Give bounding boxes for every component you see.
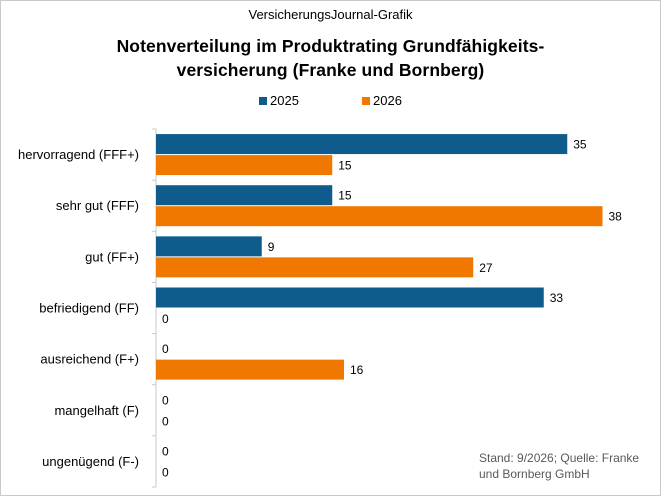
category-label: mangelhaft (F) [54,403,139,418]
legend-swatch-2025 [259,96,267,105]
category-label: sehr gut (FFF) [56,198,139,213]
legend-label-2026: 2026 [373,93,402,108]
data-label-2026: 38 [609,210,623,224]
brand-label: VersicherungsJournal-Grafik [248,7,413,22]
chart-title: Notenverteilung im Produktrating Grundfä… [1,34,660,82]
bar-2026 [156,155,333,176]
data-label-2026: 16 [350,363,364,377]
data-label-2026: 27 [479,261,493,275]
category-label: befriedigend (FF) [39,301,139,316]
bar-2025 [156,287,544,308]
data-label-2025: 9 [268,240,275,254]
data-label-2026: 0 [162,312,169,326]
bar-2025 [156,185,333,206]
legend-swatch-2026 [362,96,370,105]
category-label: ausreichend (F+) [40,352,139,367]
source-line-2: und Bornberg GmbH [479,467,590,481]
bar-2026 [156,206,603,227]
data-label-2025: 0 [162,393,169,407]
data-label-2026: 0 [162,414,169,428]
category-label: hervorragend (FFF+) [18,147,139,162]
data-label-2025: 0 [162,444,169,458]
data-label-2025: 15 [338,189,352,203]
data-label-2026: 15 [338,159,352,173]
data-label-2025: 33 [550,291,564,305]
bar-2025 [156,236,262,257]
chart-title-line-2: versicherung (Franke und Bornberg) [176,60,485,80]
category-label: ungenügend (F-) [42,454,139,469]
bar-2026 [156,257,474,278]
source-note: Stand: 9/2026; Quelle: Franke und Bornbe… [479,450,659,482]
legend-item-2025: 2025 [259,93,299,108]
data-label-2026: 0 [162,465,169,479]
bar-2026 [156,359,344,380]
legend-label-2025: 2025 [270,93,299,108]
category-label: gut (FF+) [85,249,139,264]
source-line-1: Stand: 9/2026; Quelle: Franke [479,451,640,465]
legend: 2025 2026 [1,93,660,109]
chart-title-line-1: Notenverteilung im Produktrating Grundfä… [116,36,545,56]
bar-2025 [156,134,568,155]
legend-item-2026: 2026 [362,93,402,108]
data-label-2025: 0 [162,342,169,356]
data-label-2025: 35 [573,138,587,152]
